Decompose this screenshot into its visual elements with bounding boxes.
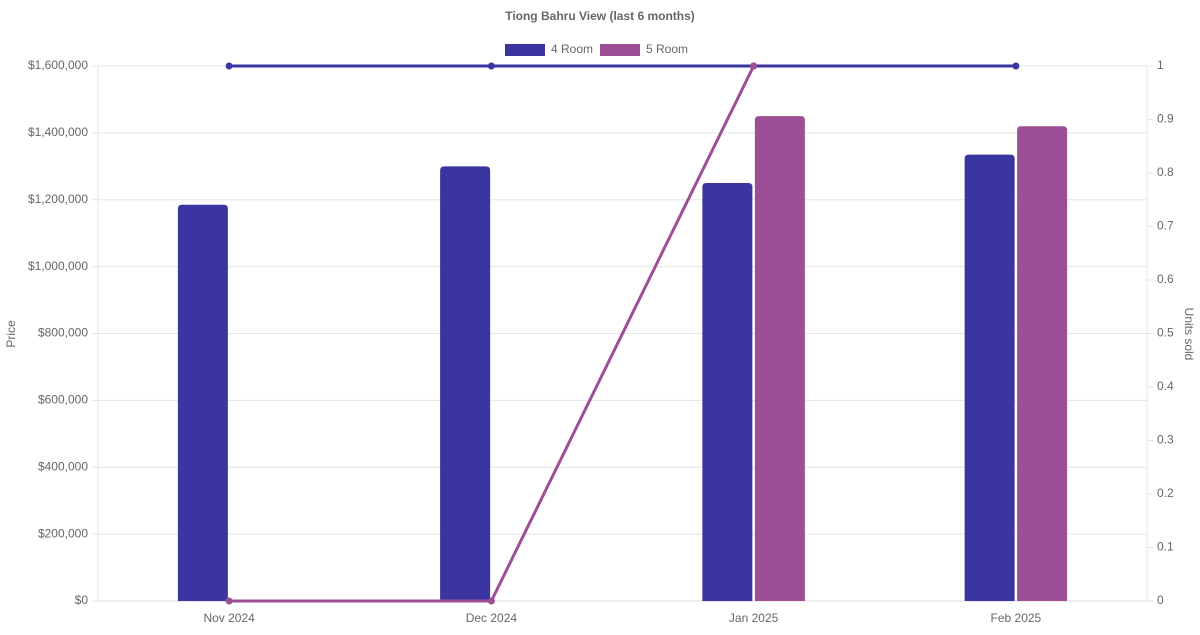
y-axis-title: Price bbox=[4, 320, 18, 348]
y-tick-label: $400,000 bbox=[38, 459, 88, 473]
x-tick-label: Feb 2025 bbox=[991, 611, 1042, 625]
y2-tick-label: 0 bbox=[1157, 593, 1164, 607]
y2-tick-label: 0.3 bbox=[1157, 433, 1174, 447]
y2-tick-label: 0.7 bbox=[1157, 219, 1174, 233]
legend-swatch bbox=[600, 44, 640, 56]
line-point bbox=[225, 597, 233, 605]
y2-tick-label: 0.2 bbox=[1157, 486, 1174, 500]
line-point bbox=[487, 62, 495, 70]
y2-axis-title: Units sold bbox=[1182, 308, 1196, 361]
line-point bbox=[1012, 62, 1020, 70]
y-tick-label: $1,200,000 bbox=[28, 192, 88, 206]
bar bbox=[440, 166, 491, 601]
y-tick-label: $800,000 bbox=[38, 326, 88, 340]
bar bbox=[702, 183, 753, 601]
y2-tick-label: 0.5 bbox=[1157, 326, 1174, 340]
line-point bbox=[225, 62, 233, 70]
y-tick-label: $1,400,000 bbox=[28, 125, 88, 139]
y-tick-label: $600,000 bbox=[38, 393, 88, 407]
legend-swatch bbox=[505, 44, 545, 56]
x-tick-label: Dec 2024 bbox=[466, 611, 518, 625]
line-point bbox=[487, 597, 495, 605]
line-point bbox=[750, 62, 758, 70]
legend-label: 4 Room bbox=[551, 42, 593, 56]
y2-tick-label: 0.9 bbox=[1157, 112, 1174, 126]
y-tick-label: $1,000,000 bbox=[28, 259, 88, 273]
bar bbox=[964, 154, 1015, 601]
y2-tick-label: 0.1 bbox=[1157, 540, 1174, 554]
x-tick-label: Jan 2025 bbox=[729, 611, 779, 625]
y2-tick-label: 0.8 bbox=[1157, 165, 1174, 179]
y2-tick-label: 1 bbox=[1157, 58, 1164, 72]
bar bbox=[177, 204, 228, 601]
y-tick-label: $1,600,000 bbox=[28, 58, 88, 72]
bar bbox=[754, 116, 805, 601]
chart-title: Tiong Bahru View (last 6 months) bbox=[505, 9, 695, 23]
y-tick-label: $200,000 bbox=[38, 526, 88, 540]
y2-tick-label: 0.6 bbox=[1157, 272, 1174, 286]
bar bbox=[1017, 126, 1068, 601]
y-tick-label: $0 bbox=[75, 593, 89, 607]
x-tick-label: Nov 2024 bbox=[203, 611, 255, 625]
y2-tick-label: 0.4 bbox=[1157, 379, 1174, 393]
legend-label: 5 Room bbox=[646, 42, 688, 56]
